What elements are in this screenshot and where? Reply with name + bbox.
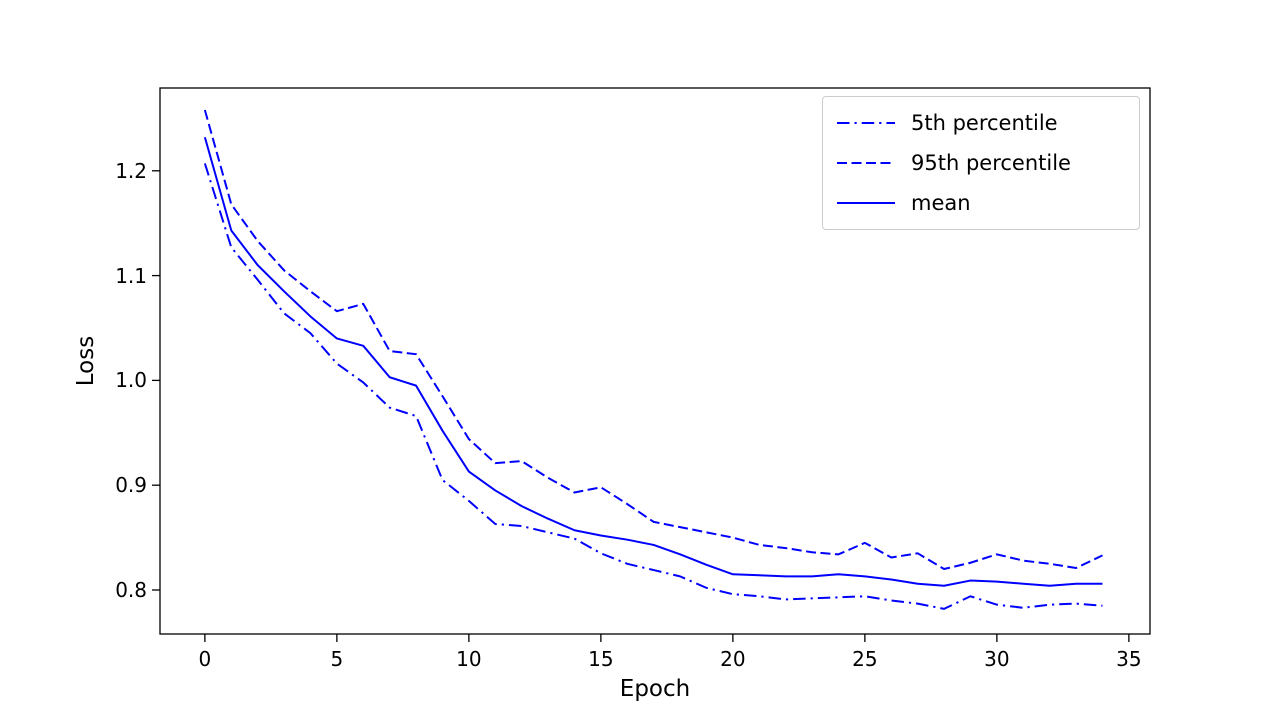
legend-label: 95th percentile (911, 151, 1071, 175)
legend-label: 5th percentile (911, 111, 1058, 135)
series-line-95th-percentile (203, 109, 1103, 571)
y-tick-label: 1.1 (115, 263, 147, 288)
y-tick-label: 0.9 (115, 473, 147, 498)
x-tick-label: 20 (720, 647, 746, 671)
x-tick-label: 10 (456, 647, 482, 671)
series-line-5th-percentile (203, 163, 1103, 610)
x-tick-label: 0 (198, 647, 212, 671)
legend-item-mean: mean (823, 183, 1139, 223)
x-tick-label: 15 (588, 647, 614, 671)
y-tick-label: 0.8 (115, 577, 147, 602)
legend-line-mean (837, 202, 895, 204)
x-tick-label: 25 (852, 647, 878, 671)
legend-label: mean (911, 191, 971, 215)
y-axis-label: Loss (73, 335, 99, 387)
legend-line-5th-percentile (837, 122, 895, 124)
legend-item-5th-percentile: 5th percentile (823, 103, 1139, 143)
x-tick-label: 5 (330, 647, 344, 671)
y-tick-label: 1.2 (115, 158, 147, 183)
legend: 5th percentile 95th percentile mean (822, 96, 1140, 230)
x-tick-label: 35 (1116, 647, 1142, 671)
series-line-mean (203, 136, 1103, 587)
x-axis-label: Epoch (619, 676, 691, 702)
legend-line-95th-percentile (837, 162, 895, 164)
y-tick-label: 1.0 (115, 368, 147, 393)
plot-border (159, 87, 1151, 635)
x-tick-label: 30 (984, 647, 1010, 671)
legend-item-95th-percentile: 95th percentile (823, 143, 1139, 183)
